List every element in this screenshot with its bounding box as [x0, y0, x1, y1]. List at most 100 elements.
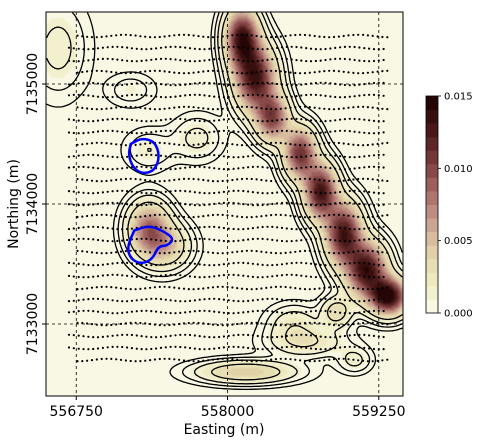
survey-point	[226, 357, 229, 360]
survey-point	[284, 285, 287, 289]
survey-point	[121, 300, 124, 303]
survey-point	[232, 262, 235, 265]
survey-point	[309, 60, 313, 63]
survey-point	[372, 334, 376, 337]
survey-point	[198, 59, 201, 63]
survey-point	[188, 333, 192, 337]
survey-point	[164, 57, 167, 60]
survey-point	[247, 346, 250, 350]
survey-point	[247, 310, 250, 313]
survey-point	[159, 154, 163, 157]
survey-point	[67, 118, 71, 121]
survey-point	[174, 45, 177, 48]
survey-point	[203, 237, 206, 240]
survey-point	[300, 274, 303, 277]
survey-point	[363, 299, 366, 303]
survey-point	[299, 250, 302, 253]
survey-point	[87, 81, 90, 84]
survey-point	[150, 336, 153, 339]
survey-point	[319, 298, 322, 301]
survey-point	[197, 321, 200, 325]
survey-point	[87, 131, 90, 134]
survey-point	[245, 359, 248, 362]
survey-point	[313, 71, 316, 74]
survey-point	[313, 287, 316, 291]
survey-point	[328, 108, 331, 111]
survey-point	[357, 359, 360, 362]
survey-point	[303, 216, 307, 219]
survey-point	[237, 189, 240, 192]
survey-point	[101, 239, 104, 242]
survey-point	[81, 360, 84, 363]
survey-point	[247, 333, 250, 337]
survey-point	[386, 141, 389, 144]
survey-point	[67, 203, 71, 206]
survey-point	[382, 335, 385, 339]
survey-point	[144, 287, 147, 290]
survey-point	[280, 118, 284, 121]
survey-point	[290, 117, 293, 120]
survey-point	[129, 177, 132, 180]
survey-point	[77, 191, 80, 194]
survey-point	[382, 94, 385, 97]
survey-point	[105, 179, 108, 183]
survey-point	[276, 82, 279, 86]
survey-point	[216, 108, 219, 111]
survey-point	[111, 155, 114, 158]
survey-point	[95, 286, 98, 289]
survey-point	[381, 35, 384, 39]
survey-point	[368, 93, 371, 96]
survey-point	[371, 178, 374, 181]
survey-point	[366, 288, 369, 291]
survey-point	[159, 95, 163, 99]
survey-point	[77, 347, 80, 350]
colorbar-band	[426, 299, 438, 314]
colorbar-band	[426, 218, 438, 233]
survey-point	[164, 129, 167, 132]
survey-point	[245, 105, 248, 108]
survey-point	[179, 333, 182, 336]
survey-point	[182, 359, 186, 362]
survey-point	[237, 345, 240, 349]
survey-point	[178, 250, 181, 253]
survey-point	[242, 239, 245, 242]
survey-point	[353, 274, 356, 277]
survey-point	[119, 106, 123, 109]
survey-point	[116, 239, 119, 243]
survey-point	[270, 69, 273, 72]
survey-point	[222, 96, 225, 99]
survey-point	[237, 167, 240, 170]
survey-point	[168, 70, 171, 74]
survey-point	[90, 214, 94, 217]
contour-level-0	[46, 12, 403, 391]
survey-point	[179, 94, 182, 98]
survey-point	[116, 45, 119, 48]
survey-point	[92, 153, 95, 156]
survey-point	[314, 154, 317, 157]
survey-point	[149, 107, 152, 110]
survey-point	[179, 311, 182, 314]
survey-point	[174, 189, 177, 192]
survey-point	[218, 82, 221, 86]
survey-point	[352, 143, 355, 146]
survey-point	[329, 275, 332, 278]
survey-point	[274, 141, 277, 144]
survey-point	[305, 131, 308, 134]
survey-point	[276, 239, 279, 242]
survey-point	[67, 155, 71, 158]
survey-point	[245, 216, 248, 219]
survey-point	[332, 358, 336, 361]
survey-point	[237, 130, 240, 133]
survey-point	[106, 346, 109, 349]
survey-point	[158, 324, 161, 327]
survey-point	[236, 143, 239, 146]
survey-point	[358, 300, 361, 303]
survey-point	[150, 81, 153, 85]
survey-point	[105, 213, 108, 216]
survey-point	[240, 287, 244, 290]
survey-point	[242, 131, 245, 134]
survey-point	[92, 120, 95, 123]
survey-point	[357, 33, 360, 36]
survey-point	[242, 228, 245, 231]
survey-point	[77, 299, 80, 302]
